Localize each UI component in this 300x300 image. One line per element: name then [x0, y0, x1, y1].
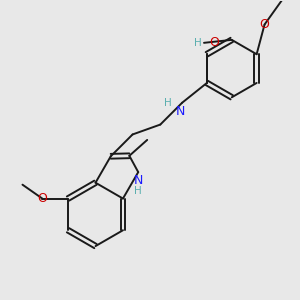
Text: H: H: [134, 186, 142, 196]
Text: O: O: [260, 18, 269, 31]
Text: O: O: [38, 192, 47, 205]
Text: N: N: [134, 174, 143, 187]
Text: O: O: [209, 36, 219, 49]
Text: N: N: [176, 105, 185, 118]
Text: H: H: [194, 38, 202, 48]
Text: H: H: [164, 98, 172, 108]
